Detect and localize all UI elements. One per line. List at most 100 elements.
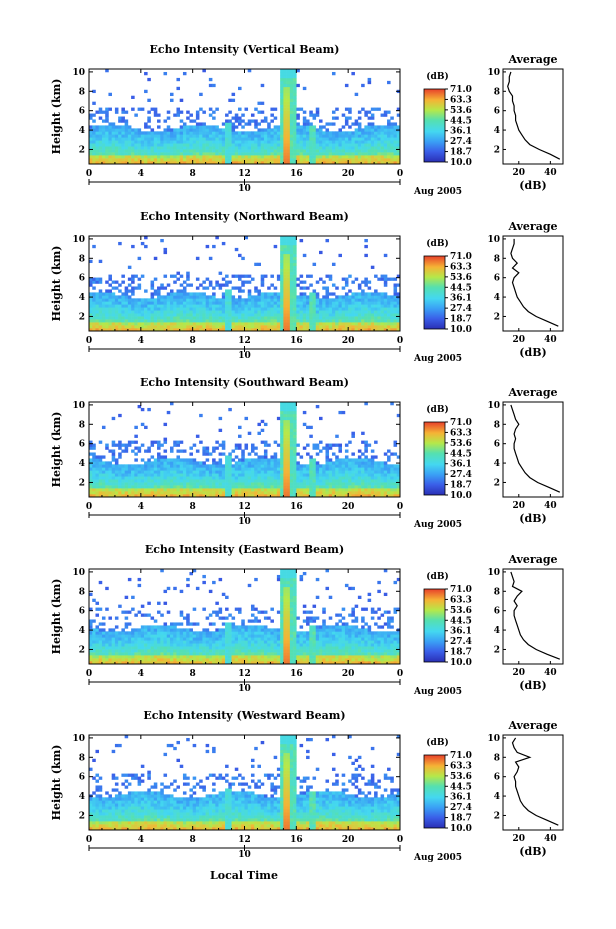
x-tick-label: 16 bbox=[290, 502, 303, 512]
colorbar-tick-label: 27.4 bbox=[450, 137, 472, 147]
average-y-tick-label: 8 bbox=[494, 753, 500, 763]
x-tick-label: 4 bbox=[138, 336, 144, 346]
average-profile-line bbox=[511, 737, 559, 826]
y-tick-label: 2 bbox=[79, 145, 85, 155]
colorbar-unit: (dB) bbox=[426, 737, 448, 748]
x-tick-label: 4 bbox=[138, 502, 144, 512]
average-frame bbox=[502, 568, 564, 665]
x-tick-label: 12 bbox=[238, 169, 251, 179]
y-axis-label: Height (km) bbox=[50, 579, 63, 655]
average-y-tick-label: 4 bbox=[494, 459, 500, 469]
average-y-tick-label: 8 bbox=[494, 254, 500, 264]
colorbar-tick-label: 36.1 bbox=[450, 127, 472, 137]
colorbar-tick-label: 63.3 bbox=[450, 595, 472, 605]
average-y-tick-label: 10 bbox=[487, 734, 500, 744]
x-tick-label: 0 bbox=[397, 336, 403, 346]
colorbar-tick-label: 71.0 bbox=[450, 751, 472, 761]
x-tick-label: 0 bbox=[86, 502, 92, 512]
x-tick-label: 8 bbox=[190, 835, 196, 845]
day-marker-label: 10 bbox=[238, 517, 251, 527]
average-y-tick-label: 6 bbox=[494, 274, 500, 284]
x-tick-label: 0 bbox=[397, 169, 403, 179]
colorbar-tick-label: 27.4 bbox=[450, 803, 472, 813]
x-tick-label: 0 bbox=[86, 669, 92, 679]
x-tick-label: 0 bbox=[86, 169, 92, 179]
x-tick-label: 0 bbox=[86, 336, 92, 346]
average-x-label: (dB) bbox=[519, 179, 546, 192]
average-x-label: (dB) bbox=[519, 512, 546, 525]
heatmap-cells bbox=[89, 236, 401, 332]
average-x-tick-label: 40 bbox=[544, 501, 557, 511]
average-frame bbox=[502, 68, 564, 165]
day-marker-label: 10 bbox=[238, 184, 251, 194]
average-x-label: (dB) bbox=[519, 679, 546, 692]
colorbar-tick-label: 27.4 bbox=[450, 637, 472, 647]
average-y-tick-label: 8 bbox=[494, 420, 500, 430]
x-tick-label: 4 bbox=[138, 835, 144, 845]
y-tick-label: 4 bbox=[79, 293, 85, 303]
average-frame bbox=[502, 401, 564, 498]
average-y-tick-label: 2 bbox=[494, 312, 500, 322]
average-x-tick-label: 20 bbox=[513, 168, 526, 178]
colorbar-tick-label: 53.6 bbox=[450, 606, 472, 616]
y-axis-label: Height (km) bbox=[50, 79, 63, 155]
panel-title: Echo Intensity (Vertical Beam) bbox=[149, 43, 339, 56]
average-title: Average bbox=[507, 53, 557, 66]
average-profile-line bbox=[510, 404, 561, 493]
y-tick-label: 10 bbox=[72, 68, 85, 78]
average-y-tick-label: 4 bbox=[494, 293, 500, 303]
day-marker-label: 10 bbox=[238, 850, 251, 860]
x-tick-label: 8 bbox=[190, 336, 196, 346]
colorbar bbox=[423, 255, 446, 330]
colorbar-tick-label: 53.6 bbox=[450, 439, 472, 449]
average-profile-line bbox=[510, 571, 561, 660]
colorbar-tick-label: 53.6 bbox=[450, 273, 472, 283]
date-label: Aug 2005 bbox=[413, 853, 462, 863]
y-tick-label: 6 bbox=[79, 274, 85, 284]
x-axis-label: Local Time bbox=[210, 869, 278, 882]
average-x-tick-label: 40 bbox=[544, 834, 557, 844]
average-y-tick-label: 2 bbox=[494, 645, 500, 655]
average-y-tick-label: 10 bbox=[487, 568, 500, 578]
y-tick-label: 10 bbox=[72, 734, 85, 744]
colorbar bbox=[423, 421, 446, 496]
average-y-tick-label: 8 bbox=[494, 587, 500, 597]
average-y-tick-label: 6 bbox=[494, 773, 500, 783]
x-tick-label: 0 bbox=[397, 669, 403, 679]
colorbar-tick-label: 10.0 bbox=[450, 158, 472, 168]
y-axis-label: Height (km) bbox=[50, 246, 63, 322]
colorbar-tick-label: 44.5 bbox=[450, 616, 472, 626]
x-tick-label: 0 bbox=[86, 835, 92, 845]
average-x-tick-label: 40 bbox=[544, 335, 557, 345]
colorbar-tick-label: 63.3 bbox=[450, 428, 472, 438]
average-profile-line bbox=[510, 238, 559, 327]
x-tick-label: 20 bbox=[342, 169, 355, 179]
colorbar-tick-label: 10.0 bbox=[450, 824, 472, 834]
x-tick-label: 4 bbox=[138, 669, 144, 679]
average-y-tick-label: 2 bbox=[494, 478, 500, 488]
average-x-tick-label: 20 bbox=[513, 501, 526, 511]
colorbar-tick-label: 71.0 bbox=[450, 252, 472, 262]
y-tick-label: 2 bbox=[79, 478, 85, 488]
day-marker-label: 10 bbox=[238, 351, 251, 361]
panel-4: Echo Intensity (Eastward Beam) 0 4 8 12 16 20 0… bbox=[50, 543, 564, 697]
heatmap-cells bbox=[89, 735, 401, 831]
average-x-tick-label: 40 bbox=[544, 668, 557, 678]
date-label: Aug 2005 bbox=[413, 187, 462, 197]
colorbar-tick-label: 71.0 bbox=[450, 585, 472, 595]
x-tick-label: 12 bbox=[238, 502, 251, 512]
heatmap-cells bbox=[89, 69, 401, 165]
average-y-tick-label: 8 bbox=[494, 87, 500, 97]
colorbar-tick-label: 44.5 bbox=[450, 116, 472, 126]
average-y-tick-label: 10 bbox=[487, 68, 500, 78]
y-tick-label: 4 bbox=[79, 792, 85, 802]
y-tick-label: 8 bbox=[79, 587, 85, 597]
x-tick-label: 8 bbox=[190, 669, 196, 679]
colorbar-tick-label: 18.7 bbox=[450, 648, 472, 658]
y-tick-label: 8 bbox=[79, 87, 85, 97]
panel-title: Echo Intensity (Eastward Beam) bbox=[145, 543, 344, 556]
x-tick-label: 8 bbox=[190, 169, 196, 179]
colorbar-unit: (dB) bbox=[426, 571, 448, 582]
heatmap-cells bbox=[89, 569, 401, 665]
x-tick-label: 4 bbox=[138, 169, 144, 179]
